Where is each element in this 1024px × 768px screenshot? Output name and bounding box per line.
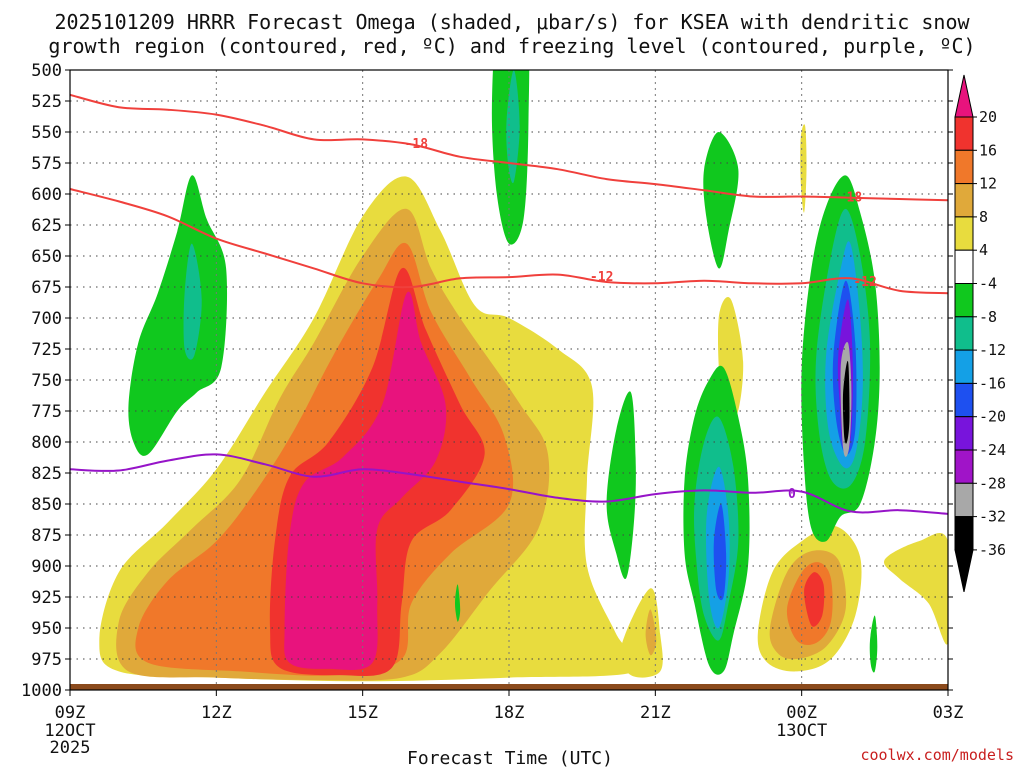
colorbar-bottom-arrow <box>954 549 974 593</box>
grid-lines <box>70 70 948 690</box>
colorbar-segment-0 <box>954 116 974 151</box>
x-tick-label-09Z: 09Z <box>55 703 86 723</box>
dgz-contour--12-label-1: -12 <box>853 275 876 290</box>
colorbar-segment-11 <box>954 482 974 518</box>
y-axis: 500 525 550 575 600 625 650 675 700 725 750 775 800 8… <box>21 61 953 701</box>
y-tick-label-575: 575 <box>31 154 62 174</box>
colorbar-label--36: -36 <box>979 541 1006 559</box>
omega-region-n2-17 <box>506 70 520 184</box>
x-tick-date-00Z: 13OCT <box>776 721 827 741</box>
colorbar-segment-1 <box>954 149 974 185</box>
y-tick-label-1000: 1000 <box>21 681 62 701</box>
x-tick-year-09Z: 2025 <box>50 738 91 758</box>
colorbar-segment-3 <box>954 216 974 251</box>
omega-region-n1-14 <box>128 175 228 456</box>
colorbar-label--20: -20 <box>979 408 1006 426</box>
y-tick-label-650: 650 <box>31 247 62 267</box>
omega-region-n1-32 <box>869 615 878 673</box>
colorbar-segment-7 <box>954 349 974 384</box>
colorbar-segment-2 <box>954 183 974 218</box>
colorbar-segment-12 <box>954 516 974 551</box>
x-tick-label-18Z: 18Z <box>494 703 525 723</box>
x-tick-label-03Z: 03Z <box>933 703 964 723</box>
colorbar-label-8: 8 <box>979 208 988 226</box>
dgz-contour--18-line <box>70 93 948 202</box>
plot-area: -18 -18 -12 -12 0 <box>70 70 948 690</box>
colorbar-segment-4 <box>954 249 974 284</box>
colorbar-label--16: -16 <box>979 374 1006 392</box>
x-tick-label-00Z: 00Z <box>786 703 817 723</box>
x-axis-label: Forecast Time (UTC) <box>407 748 613 768</box>
y-tick-label-725: 725 <box>31 340 62 360</box>
omega-region-p1-11 <box>883 532 948 645</box>
y-tick-label-500: 500 <box>31 61 62 81</box>
y-tick-label-825: 825 <box>31 464 62 484</box>
x-tick-label-12Z: 12Z <box>201 703 232 723</box>
y-tick-label-900: 900 <box>31 557 62 577</box>
colorbar-label--8: -8 <box>979 308 997 326</box>
contour-lines: -18 -18 -12 -12 0 <box>70 93 948 515</box>
colorbar-label--12: -12 <box>979 341 1006 359</box>
omega-region-n8-30 <box>842 360 850 444</box>
colorbar-label-12: 12 <box>979 175 997 193</box>
colorbar-label--24: -24 <box>979 441 1006 459</box>
y-tick-label-975: 975 <box>31 650 62 670</box>
y-tick-label-775: 775 <box>31 402 62 422</box>
dgz-contour--12-line <box>70 188 948 295</box>
colorbar-label--32: -32 <box>979 508 1006 526</box>
dgz-contour--18-label-0: -18 <box>405 137 429 152</box>
y-tick-label-700: 700 <box>31 309 62 329</box>
x-tick-label-21Z: 21Z <box>640 703 671 723</box>
colorbar-label-4: 4 <box>979 241 988 259</box>
omega-region-p5-4 <box>284 291 447 670</box>
freezing-level-contour-line <box>70 453 948 515</box>
omega-region-n4-23 <box>713 503 727 601</box>
omega-region-n1-19 <box>703 132 739 269</box>
freezing-level-contour-label-0: 0 <box>788 487 796 502</box>
colorbar-segment-8 <box>954 382 974 418</box>
omega-region-p2-6 <box>645 609 657 656</box>
y-tick-label-625: 625 <box>31 216 62 236</box>
colorbar-segment-9 <box>954 416 974 451</box>
dgz-contour--18-label-1: -18 <box>839 190 863 205</box>
chart-title-line1: 2025101209 HRRR Forecast Omega (shaded, … <box>54 10 970 34</box>
omega-region-n1-31 <box>455 584 461 622</box>
y-tick-label-950: 950 <box>31 619 62 639</box>
y-tick-label-600: 600 <box>31 185 62 205</box>
colorbar-label-20: 20 <box>979 108 997 126</box>
y-tick-label-675: 675 <box>31 278 62 298</box>
colorbar: 20 16 12 8 4 -4 -8 -12 -16 -20 -24 -28 -32 -36 <box>954 74 1006 593</box>
omega-region-p1-5 <box>620 588 663 678</box>
x-tick-date-09Z: 12OCT <box>44 721 95 741</box>
colorbar-label-16: 16 <box>979 141 997 159</box>
y-tick-label-925: 925 <box>31 588 62 608</box>
colorbar-label--28: -28 <box>979 474 1006 492</box>
x-tick-label-15Z: 15Z <box>347 703 378 723</box>
chart-title-line2: growth region (contoured, red, ºC) and f… <box>48 34 975 58</box>
omega-region-p4-10 <box>804 572 825 627</box>
omega-region-n2-15 <box>183 243 202 360</box>
omega-shading <box>99 70 948 682</box>
colorbar-segment-5 <box>954 283 974 318</box>
dgz-contour--12-label-0: -12 <box>590 270 613 285</box>
colorbar-segment-10 <box>954 449 974 484</box>
colorbar-segment-6 <box>954 316 974 351</box>
credit-text: coolwx.com/models <box>860 746 1014 764</box>
y-tick-label-875: 875 <box>31 526 62 546</box>
colorbar-label--4: -4 <box>979 275 997 293</box>
y-tick-label-550: 550 <box>31 123 62 143</box>
y-tick-label-800: 800 <box>31 433 62 453</box>
y-tick-label-525: 525 <box>31 92 62 112</box>
y-tick-label-850: 850 <box>31 495 62 515</box>
ground-strip <box>70 684 948 690</box>
omega-region-n1-18 <box>606 391 636 580</box>
y-tick-label-750: 750 <box>31 371 62 391</box>
